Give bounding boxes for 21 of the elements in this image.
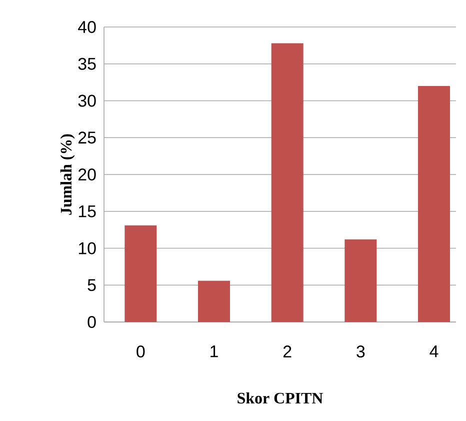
y-tick-label: 25 <box>78 132 96 144</box>
y-tick-label: 40 <box>78 21 96 33</box>
y-tick-label: 30 <box>78 94 96 107</box>
bar <box>271 43 304 322</box>
x-tick-label: 4 <box>430 346 438 358</box>
x-tick-label: 3 <box>356 346 365 358</box>
y-axis-title: Jumlah (%) <box>60 134 75 215</box>
x-tick-label: 0 <box>136 346 145 358</box>
x-tick-label: 1 <box>210 346 218 358</box>
x-axis-title: Skor CPITN <box>238 392 323 404</box>
bar <box>198 280 230 322</box>
x-tick-label: 2 <box>283 346 292 358</box>
y-tick-label: 10 <box>78 242 96 254</box>
y-tick-label: 35 <box>78 58 96 70</box>
bar <box>344 239 377 322</box>
bar <box>124 225 157 322</box>
y-tick-label: 15 <box>78 205 96 218</box>
y-tick-label: 5 <box>88 279 96 292</box>
y-tick-label: 20 <box>78 168 96 180</box>
bar <box>418 86 450 322</box>
y-tick-label: 0 <box>88 316 96 328</box>
